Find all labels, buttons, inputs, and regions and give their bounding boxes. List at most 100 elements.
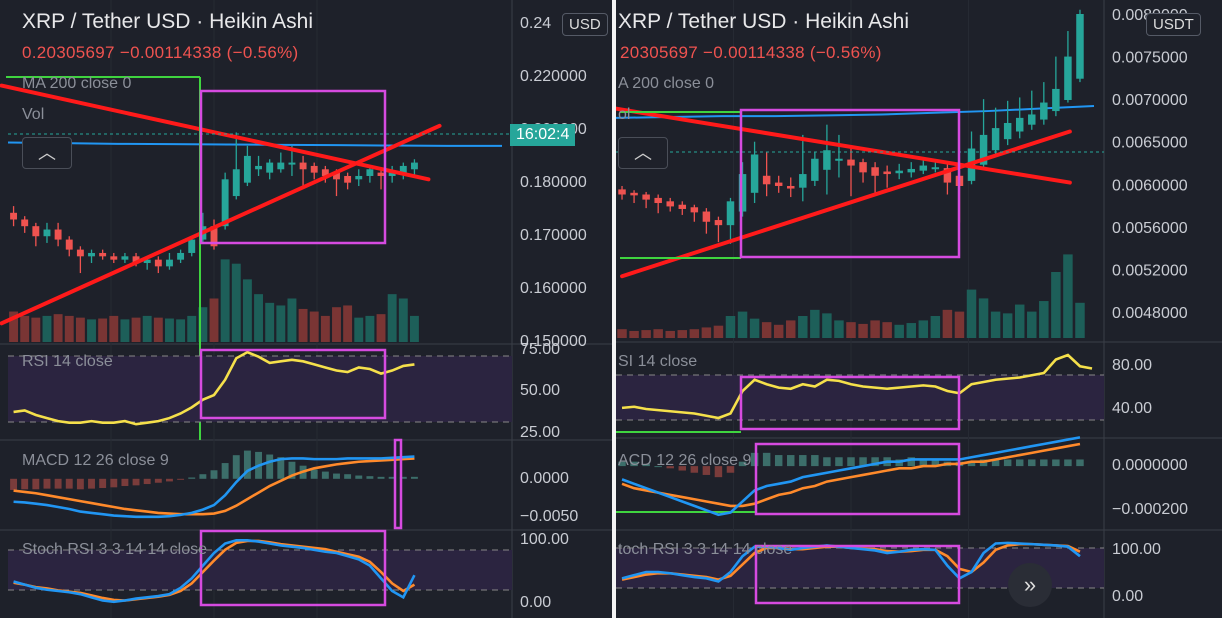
price-tick-label: 0.0060000 bbox=[1112, 177, 1188, 194]
volume-bar bbox=[978, 298, 989, 338]
macd-histogram-bar bbox=[32, 478, 40, 490]
volume-bar bbox=[1002, 313, 1013, 338]
price-tick-label: 0.0070000 bbox=[1112, 92, 1188, 109]
volume-bar bbox=[120, 319, 130, 342]
candle-body bbox=[774, 182, 783, 186]
candle-body bbox=[1028, 114, 1036, 125]
rsi-tick-label: 25.00 bbox=[520, 424, 560, 441]
left-stoch-legend[interactable]: Stoch RSI 3 3 14 14 close bbox=[22, 541, 207, 558]
rsi-line bbox=[13, 350, 415, 426]
macd-histogram-bar bbox=[991, 459, 1000, 467]
candle-body bbox=[835, 158, 843, 161]
rsi-band bbox=[8, 356, 512, 422]
left-collapse-button[interactable]: ︿ bbox=[22, 137, 72, 169]
left-macd-legend[interactable]: MACD 12 26 close 9 bbox=[22, 452, 169, 469]
volume-bar bbox=[64, 315, 74, 342]
macd-tick-label: −0.000200 bbox=[1112, 501, 1188, 518]
candle-body bbox=[979, 134, 988, 165]
volume-bar bbox=[75, 317, 85, 342]
volume-bar bbox=[798, 316, 808, 338]
volume-bar bbox=[665, 330, 675, 338]
macd-histogram-bar bbox=[762, 452, 771, 467]
candle-body bbox=[919, 165, 928, 171]
highlight-box bbox=[754, 544, 961, 605]
right-rsi-legend[interactable]: SI 14 close bbox=[618, 353, 698, 370]
macd-signal-line bbox=[13, 457, 415, 516]
candle-body bbox=[702, 211, 711, 222]
macd-histogram-bar bbox=[277, 457, 285, 479]
volume-bar bbox=[689, 329, 700, 338]
candle-body bbox=[221, 179, 229, 227]
candle-body bbox=[366, 169, 374, 176]
rsi-tick-label: 40.00 bbox=[1112, 400, 1152, 417]
highlight-box bbox=[739, 375, 961, 431]
left-rsi-legend[interactable]: RSI 14 close bbox=[22, 353, 113, 370]
macd-tick-label: −0.0050 bbox=[520, 508, 578, 525]
candle-body bbox=[618, 189, 626, 195]
rsi-tick-label: 75.00 bbox=[520, 341, 560, 358]
volume-bar bbox=[254, 294, 263, 342]
highlight-box bbox=[199, 89, 387, 245]
volume-bar bbox=[641, 330, 651, 338]
volume-bar bbox=[131, 317, 141, 342]
volume-bar bbox=[332, 307, 341, 342]
macd-histogram-bar bbox=[726, 466, 735, 473]
volume-bar bbox=[882, 322, 892, 338]
left-ma-legend[interactable]: MA 200 close 0 bbox=[22, 75, 132, 92]
scroll-to-realtime-button[interactable]: » bbox=[1008, 563, 1052, 607]
right-stoch-legend[interactable]: toch RSI 3 3 14 14 close bbox=[618, 541, 793, 558]
candle-body bbox=[54, 229, 62, 240]
highlight-box bbox=[199, 529, 387, 607]
volume-bar bbox=[1039, 301, 1049, 338]
candle-body bbox=[132, 256, 140, 264]
macd-histogram-bar bbox=[738, 461, 747, 467]
left-countdown-tag: 16:02:4 bbox=[510, 124, 576, 146]
volume-bar bbox=[810, 309, 820, 338]
candle-body bbox=[255, 165, 262, 170]
right-vol-legend[interactable]: ol bbox=[618, 106, 631, 123]
macd-histogram-bar bbox=[714, 466, 723, 478]
candle-body bbox=[859, 162, 867, 173]
highlight-box bbox=[199, 348, 387, 420]
right-collapse-button[interactable]: ︿ bbox=[618, 137, 668, 169]
candle-body bbox=[1040, 102, 1048, 120]
macd-histogram-bar bbox=[321, 471, 329, 479]
volume-bar bbox=[9, 311, 19, 342]
stoch-k-line bbox=[621, 541, 1081, 583]
right-symbol-title[interactable]: XRP / Tether USD · Heikin Ashi bbox=[618, 10, 910, 33]
candle-body bbox=[333, 172, 340, 180]
candle-body bbox=[1015, 117, 1024, 132]
macd-histogram-bar bbox=[288, 461, 296, 479]
macd-histogram-bar bbox=[143, 478, 151, 485]
left-symbol-title[interactable]: XRP / Tether USD · Heikin Ashi bbox=[22, 10, 314, 33]
trendline bbox=[0, 123, 442, 326]
candle-body bbox=[143, 259, 151, 264]
macd-histogram-bar bbox=[65, 478, 73, 489]
left-currency-button[interactable]: USD bbox=[562, 13, 608, 36]
volume-bar bbox=[942, 309, 953, 338]
right-ma-legend[interactable]: A 200 close 0 bbox=[618, 75, 715, 92]
candle-body bbox=[76, 249, 84, 257]
volume-bar bbox=[653, 329, 663, 338]
candle-body bbox=[1052, 88, 1060, 112]
right-currency-button[interactable]: USDT bbox=[1146, 13, 1201, 36]
candle-body bbox=[210, 226, 218, 247]
candle-body bbox=[1003, 122, 1012, 140]
price-tick-label: 0.24 bbox=[520, 15, 551, 32]
macd-histogram-bar bbox=[266, 454, 274, 479]
candle-body bbox=[299, 162, 307, 170]
volume-bar bbox=[725, 316, 736, 338]
macd-line bbox=[621, 436, 1081, 517]
volume-bar bbox=[409, 315, 419, 342]
right-chart-panel: 0.00800000.00750000.00700000.00650000.00… bbox=[616, 0, 1222, 618]
volume-bar bbox=[617, 329, 627, 338]
macd-histogram-bar bbox=[399, 476, 407, 479]
macd-histogram-bar bbox=[1064, 459, 1072, 467]
macd-histogram-bar bbox=[690, 466, 699, 473]
volume-bar bbox=[713, 325, 724, 338]
volume-bar bbox=[153, 317, 163, 342]
volume-bar bbox=[906, 323, 916, 338]
right-macd-legend[interactable]: ACD 12 26 close 9 bbox=[618, 452, 752, 469]
left-vol-legend[interactable]: Vol bbox=[22, 106, 45, 123]
price-tick-label: 0.0048000 bbox=[1112, 305, 1188, 322]
